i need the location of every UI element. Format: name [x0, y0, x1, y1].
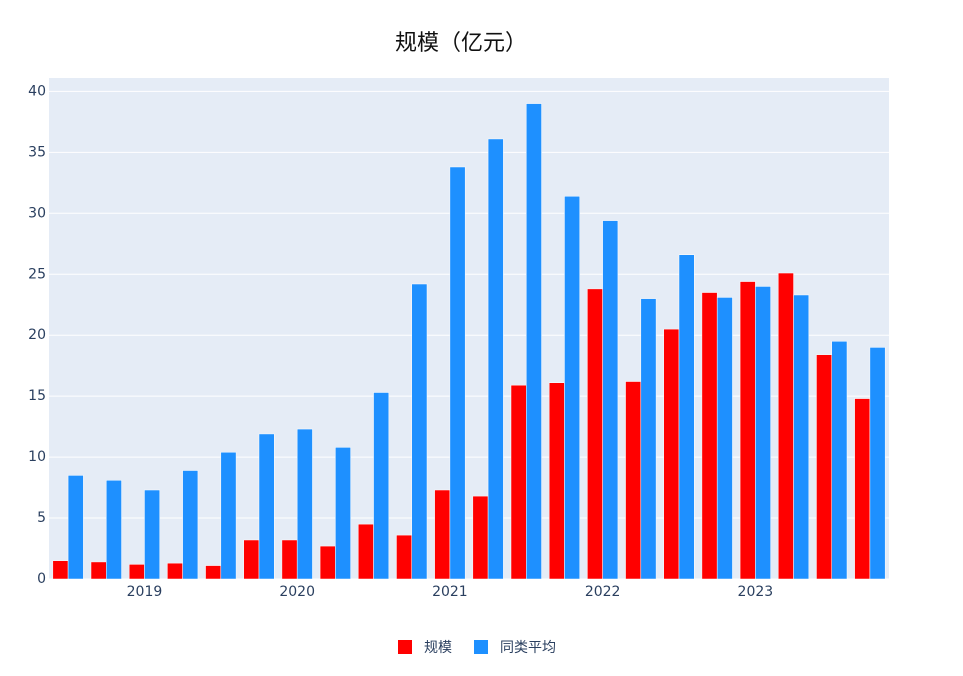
bar: [831, 341, 848, 580]
bar: [411, 283, 428, 580]
bar: [335, 447, 351, 580]
bar: [587, 288, 603, 580]
y-tick-label: 25: [28, 266, 46, 282]
bar: [220, 451, 237, 580]
bar: [548, 382, 565, 580]
y-tick-label: 30: [28, 205, 46, 221]
bar: [281, 539, 298, 580]
bar: [739, 281, 756, 580]
bar: [869, 347, 886, 580]
x-tick-label: 2021: [432, 584, 468, 600]
bar: [625, 381, 642, 580]
legend-label[interactable]: 同类平均: [500, 640, 556, 656]
bar: [296, 428, 313, 580]
x-tick-label: 2020: [279, 584, 315, 600]
bar: [778, 272, 794, 580]
x-tick-label: 2022: [585, 584, 621, 600]
bar: [258, 433, 275, 580]
bar: [358, 523, 374, 580]
y-tick-label: 20: [28, 327, 46, 343]
bar: [205, 565, 222, 580]
bar: [243, 539, 260, 580]
bar: [510, 384, 527, 580]
bar: [472, 495, 489, 580]
bar: [106, 480, 122, 580]
bar: [678, 254, 695, 580]
bar: [373, 392, 390, 580]
bar: [716, 297, 733, 580]
bar: [182, 470, 199, 580]
y-tick-label: 40: [28, 83, 46, 99]
chart-title: 规模（亿元）: [395, 31, 527, 56]
bar: [564, 195, 580, 580]
bar: [487, 138, 504, 580]
bar: [793, 294, 810, 580]
legend-label[interactable]: 规模: [424, 640, 452, 656]
y-tick-label: 10: [28, 449, 46, 465]
bar: [90, 561, 107, 580]
bar: [755, 286, 771, 580]
bar: [663, 328, 680, 580]
bar: [319, 545, 336, 580]
bar: [854, 398, 871, 580]
bar: [434, 489, 451, 580]
legend-swatch[interactable]: [474, 640, 488, 654]
y-tick-label: 35: [28, 144, 46, 160]
bar: [701, 292, 718, 580]
x-tick-label: 2023: [738, 584, 774, 600]
bar: [128, 564, 145, 580]
bar: [52, 560, 69, 580]
bar: [526, 103, 542, 580]
bar: [640, 298, 657, 580]
bar: [449, 166, 466, 580]
bar: [144, 489, 160, 580]
bar: [167, 562, 183, 580]
legend-swatch[interactable]: [398, 640, 412, 654]
bar: [67, 475, 84, 580]
y-tick-label: 5: [37, 510, 46, 526]
bar: [602, 220, 619, 580]
y-tick-label: 15: [28, 388, 46, 404]
bar: [396, 534, 412, 580]
y-tick-label: 0: [37, 571, 46, 587]
bar: [816, 354, 832, 580]
x-tick-label: 2019: [127, 584, 163, 600]
